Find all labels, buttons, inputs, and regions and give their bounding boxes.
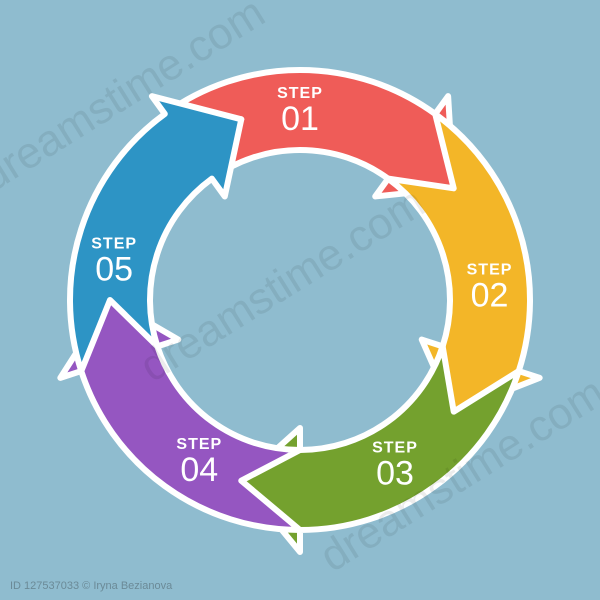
step-number-1: 01 <box>281 100 319 138</box>
step-number-4: 04 <box>180 451 218 489</box>
step-number-2: 02 <box>471 277 509 315</box>
step-number-3: 03 <box>376 455 414 493</box>
circular-cycle-diagram: STEP01STEP02STEP03STEP04STEP05 <box>0 0 600 600</box>
step-number-5: 05 <box>95 250 133 288</box>
cycle-segment-5 <box>70 96 241 371</box>
image-id-caption: ID 127537033 © Iryna Bezianova <box>10 580 172 592</box>
